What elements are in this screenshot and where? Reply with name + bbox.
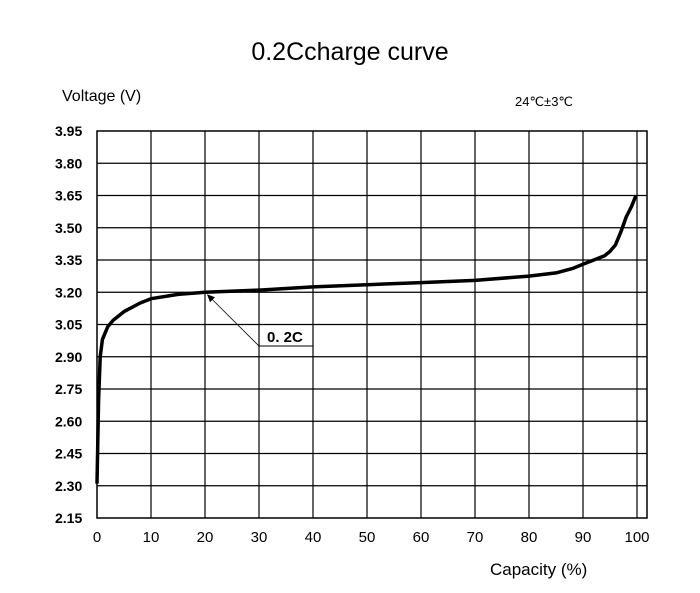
x-axis-label: Capacity (%) xyxy=(490,560,587,579)
y-ticks: 3.95 3.80 3.65 3.50 3.35 3.20 3.05 2.90 2.75 2.60… xyxy=(55,123,82,526)
x-tick-label: 50 xyxy=(359,529,376,546)
y-tick-label: 2.45 xyxy=(55,446,82,462)
annotation: 0. 2C xyxy=(207,294,313,347)
y-tick-label: 3.95 xyxy=(55,123,82,139)
y-tick-label: 2.60 xyxy=(55,413,82,429)
y-axis-label: Voltage (V) xyxy=(62,88,141,105)
temperature-condition: 24℃±3℃ xyxy=(515,94,573,109)
y-tick-label: 3.80 xyxy=(55,155,82,171)
y-tick-label: 3.65 xyxy=(55,188,82,204)
arrowhead-icon xyxy=(207,294,215,303)
x-tick-label: 80 xyxy=(521,529,538,546)
y-tick-label: 3.05 xyxy=(55,317,82,333)
x-tick-label: 30 xyxy=(251,529,268,546)
x-tick-label: 40 xyxy=(305,529,322,546)
y-tick-label: 3.35 xyxy=(55,252,82,268)
y-tick-label: 2.90 xyxy=(55,349,82,365)
chart-title: 0.2Ccharge curve xyxy=(251,38,448,66)
x-tick-label: 90 xyxy=(575,529,592,546)
y-tick-label: 3.50 xyxy=(55,220,82,236)
y-tick-label: 2.30 xyxy=(55,478,82,494)
x-ticks: 0 10 20 30 40 50 60 70 80 90 100 xyxy=(93,529,650,546)
y-tick-label: 2.15 xyxy=(55,510,82,526)
x-tick-label: 0 xyxy=(93,529,101,546)
grid xyxy=(96,130,648,519)
x-tick-label: 10 xyxy=(143,529,160,546)
annotation-leader-line xyxy=(207,294,260,347)
annotation-label: 0. 2C xyxy=(267,329,303,346)
y-tick-label: 2.75 xyxy=(55,381,82,397)
y-tick-label: 3.20 xyxy=(55,284,82,300)
x-tick-label: 70 xyxy=(467,529,484,546)
x-tick-label: 20 xyxy=(197,529,214,546)
series-line-0.2c xyxy=(95,194,638,484)
x-tick-label: 60 xyxy=(413,529,430,546)
x-tick-label: 100 xyxy=(624,529,649,546)
